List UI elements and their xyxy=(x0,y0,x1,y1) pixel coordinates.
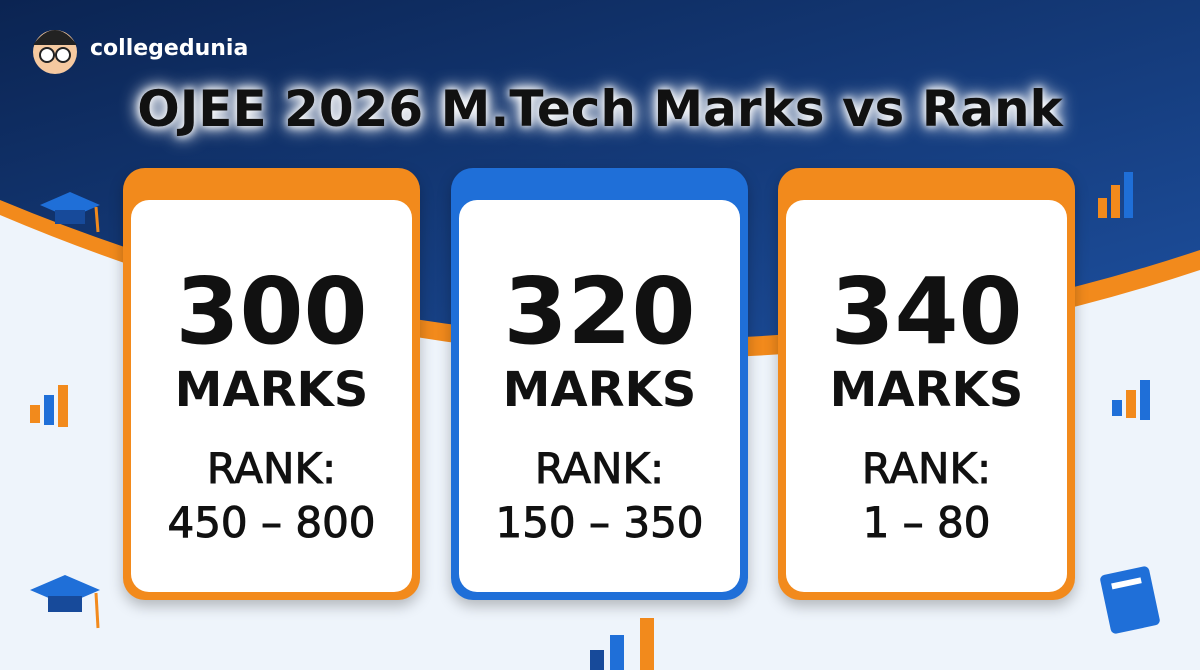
bar-icons xyxy=(30,172,1150,670)
cap-icon xyxy=(30,192,100,629)
card-body: 320 MARKS RANK: 150 – 350 xyxy=(459,200,740,592)
rank-range: 450 – 800 xyxy=(167,498,376,548)
marks-label: MARKS xyxy=(174,362,369,418)
card-body: 340 MARKS RANK: 1 – 80 xyxy=(786,200,1067,592)
marks-label: MARKS xyxy=(502,362,697,418)
card-body: 300 MARKS RANK: 450 – 800 xyxy=(131,200,412,592)
book-icon xyxy=(1100,566,1160,634)
card: 340 MARKS RANK: 1 – 80 xyxy=(778,168,1075,600)
rank-label: RANK: xyxy=(206,444,337,494)
rank-range: 1 – 80 xyxy=(862,498,991,548)
marks-label: MARKS xyxy=(829,362,1024,418)
rank-label: RANK: xyxy=(534,444,665,494)
card: 300 MARKS RANK: 450 – 800 xyxy=(123,168,420,600)
card: 320 MARKS RANK: 150 – 350 xyxy=(451,168,748,600)
logo-text: collegedunia xyxy=(90,36,249,61)
title: OJEE 2026 M.Tech Marks vs Rank xyxy=(137,80,1063,138)
marks-value: 320 xyxy=(503,258,696,365)
logo-icon xyxy=(33,30,77,74)
marks-value: 300 xyxy=(175,258,368,365)
rank-label: RANK: xyxy=(861,444,992,494)
marks-value: 340 xyxy=(830,258,1023,365)
rank-range: 150 – 350 xyxy=(495,498,704,548)
